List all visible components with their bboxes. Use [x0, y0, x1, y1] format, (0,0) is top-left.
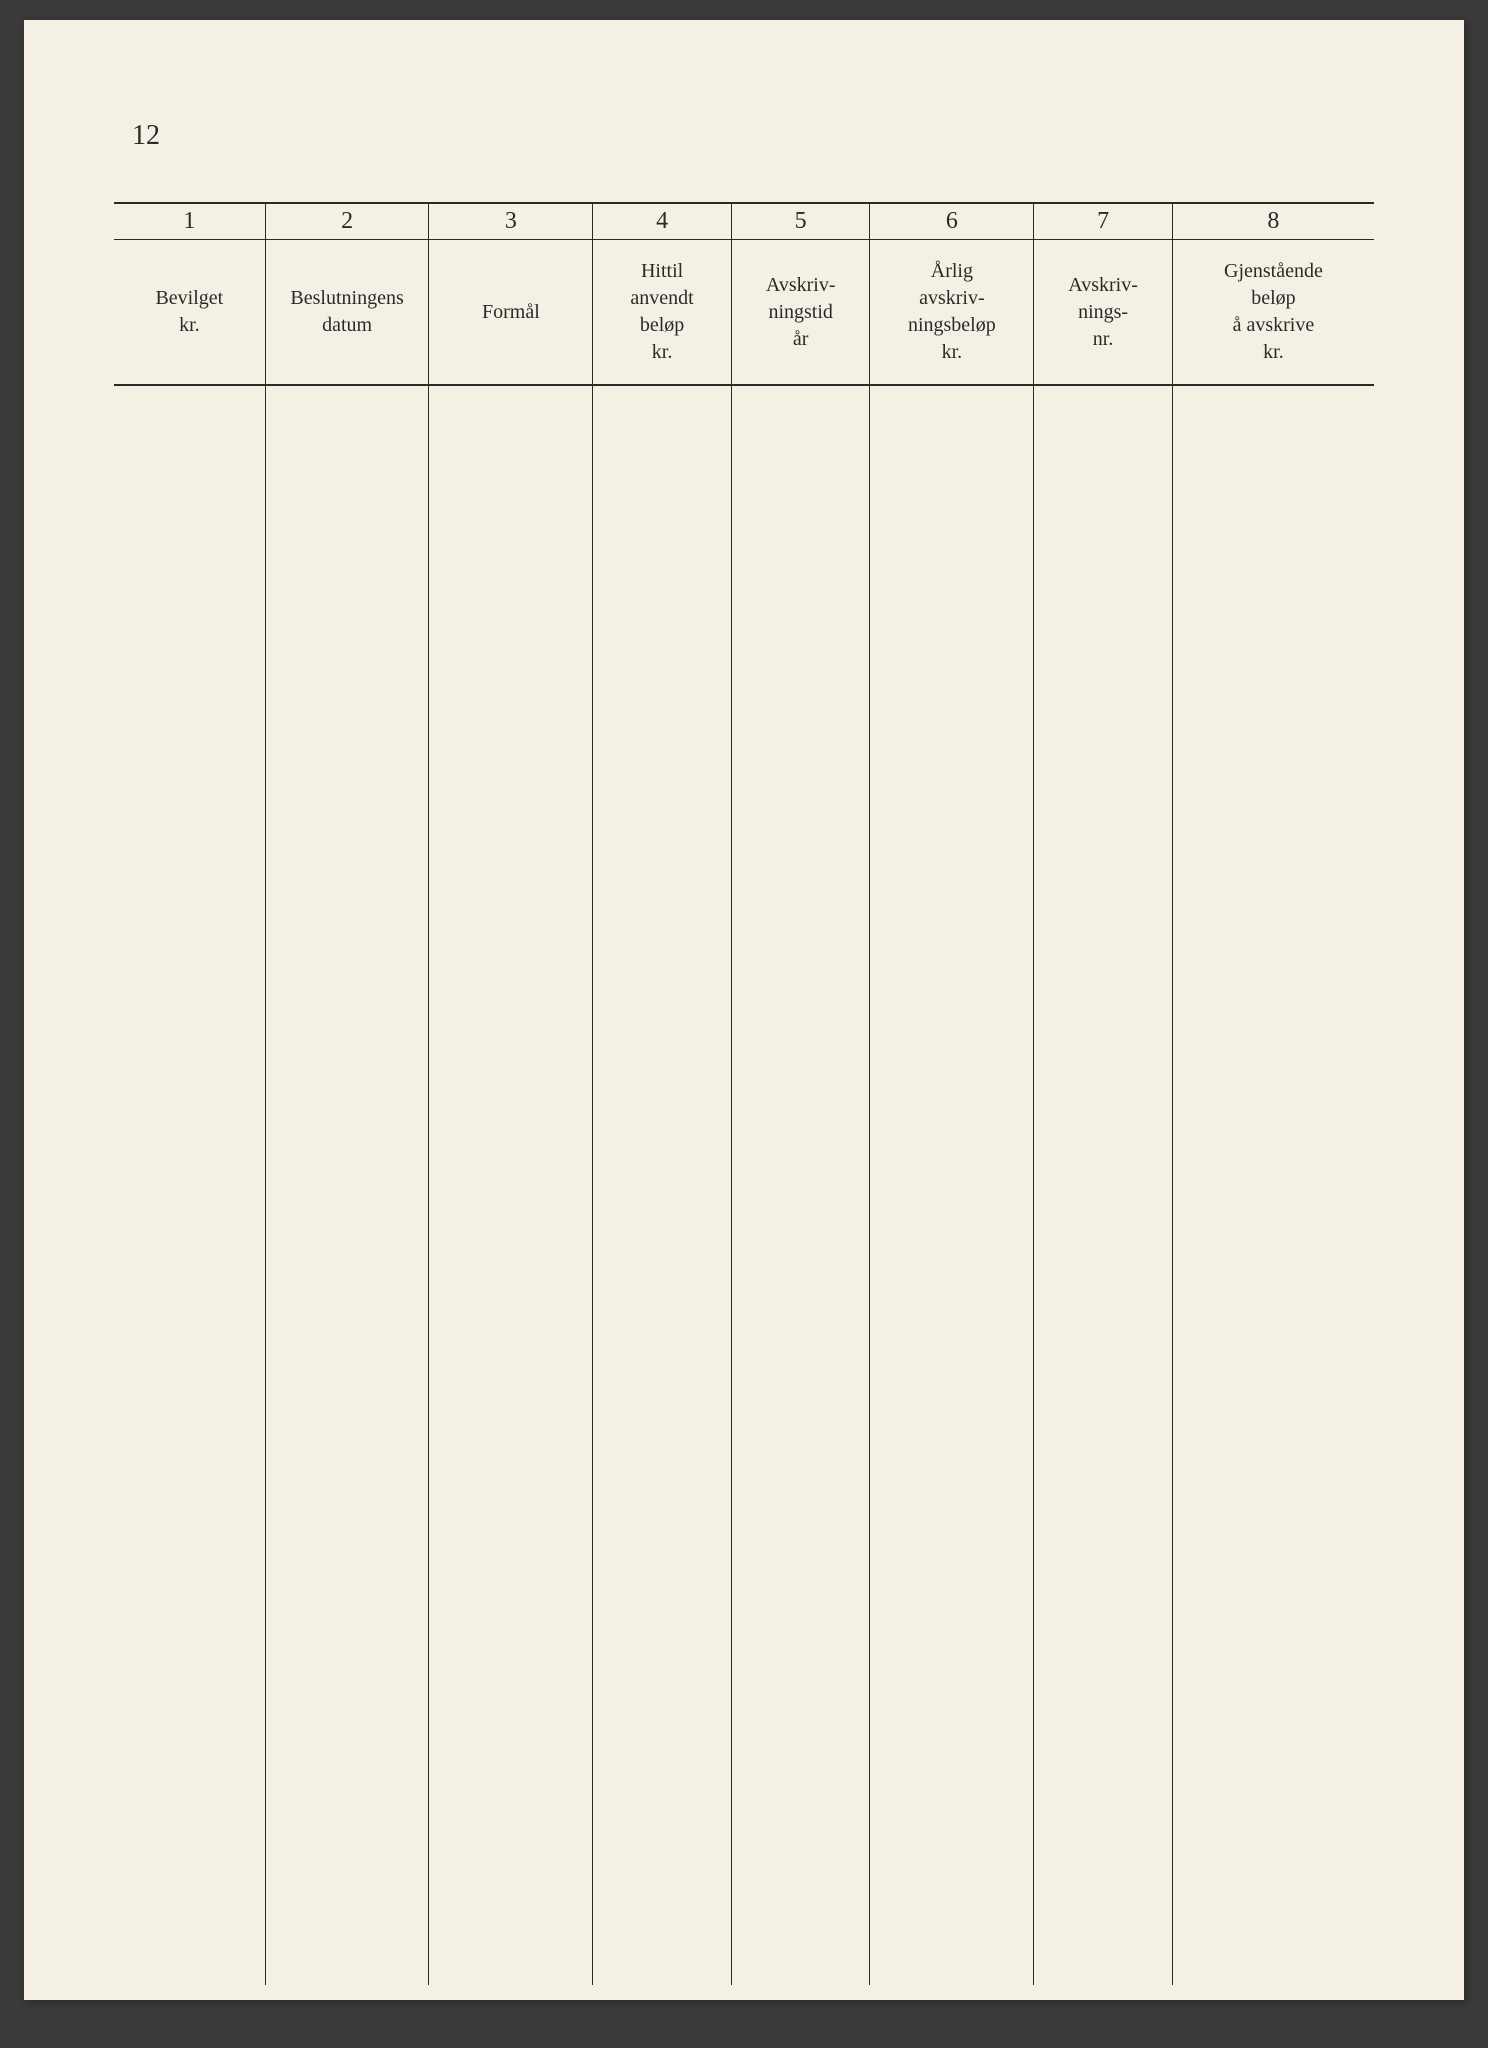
body-col-5	[731, 385, 870, 1985]
body-col-3	[429, 385, 593, 1985]
col-number-7: 7	[1034, 203, 1173, 240]
col-number-4: 4	[593, 203, 732, 240]
col-number-2: 2	[265, 203, 429, 240]
body-col-4	[593, 385, 732, 1985]
col-number-8: 8	[1172, 203, 1374, 240]
body-row	[114, 385, 1374, 1985]
header-beslutningens: Beslutningensdatum	[265, 240, 429, 386]
header-avskrivningsnr: Avskriv-nings-nr.	[1034, 240, 1173, 386]
col-number-3: 3	[429, 203, 593, 240]
document-page: 12 1 2 3 4 5 6 7 8 Bevilgetkr. Beslutnin…	[24, 20, 1464, 2000]
header-bevilget: Bevilgetkr.	[114, 240, 265, 386]
header-avskrivningstid: Avskriv-ningstidår	[731, 240, 870, 386]
ledger-table: 1 2 3 4 5 6 7 8 Bevilgetkr. Beslutningen…	[114, 202, 1374, 1985]
header-formal: Formål	[429, 240, 593, 386]
header-arlig: Årligavskriv-ningsbeløpkr.	[870, 240, 1034, 386]
col-number-1: 1	[114, 203, 265, 240]
col-number-5: 5	[731, 203, 870, 240]
body-col-7	[1034, 385, 1173, 1985]
header-hittil: Hittilanvendtbeløpkr.	[593, 240, 732, 386]
header-row: Bevilgetkr. Beslutningensdatum Formål Hi…	[114, 240, 1374, 386]
body-col-2	[265, 385, 429, 1985]
table-container: 1 2 3 4 5 6 7 8 Bevilgetkr. Beslutningen…	[114, 202, 1374, 1985]
header-gjenstaende: Gjenståendebeløpå avskrivekr.	[1172, 240, 1374, 386]
page-number: 12	[132, 120, 1374, 152]
column-number-row: 1 2 3 4 5 6 7 8	[114, 203, 1374, 240]
body-col-6	[870, 385, 1034, 1985]
body-col-1	[114, 385, 265, 1985]
col-number-6: 6	[870, 203, 1034, 240]
body-col-8	[1172, 385, 1374, 1985]
